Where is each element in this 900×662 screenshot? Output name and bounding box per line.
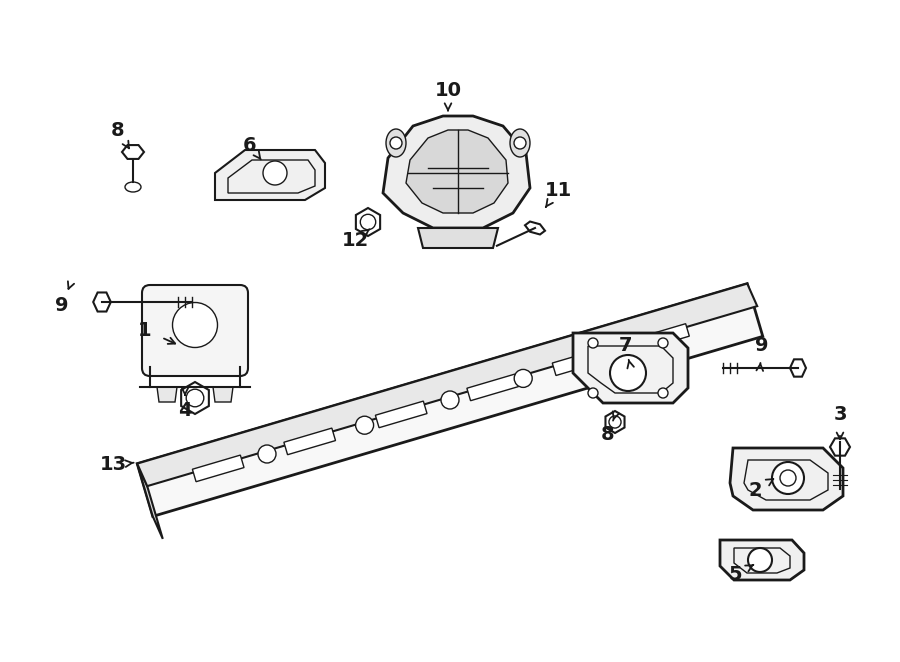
Polygon shape — [137, 283, 763, 516]
FancyBboxPatch shape — [142, 285, 248, 376]
Text: 9: 9 — [55, 295, 68, 314]
Polygon shape — [720, 540, 804, 580]
Text: 7: 7 — [618, 336, 632, 354]
Circle shape — [356, 416, 373, 434]
Circle shape — [258, 445, 276, 463]
Polygon shape — [181, 382, 209, 414]
Polygon shape — [830, 438, 850, 455]
Text: 11: 11 — [544, 181, 572, 199]
Circle shape — [658, 338, 668, 348]
Text: 1: 1 — [139, 320, 152, 340]
Polygon shape — [284, 428, 336, 455]
Text: 3: 3 — [833, 406, 847, 424]
Text: 10: 10 — [435, 81, 462, 99]
Text: 9: 9 — [755, 336, 769, 354]
Text: 8: 8 — [601, 426, 615, 444]
Circle shape — [588, 388, 598, 398]
Polygon shape — [553, 349, 604, 375]
Text: 8: 8 — [112, 120, 125, 140]
Polygon shape — [790, 359, 806, 377]
Circle shape — [588, 338, 598, 348]
Circle shape — [610, 355, 646, 391]
Text: 12: 12 — [341, 230, 369, 250]
Text: 2: 2 — [748, 481, 761, 500]
Polygon shape — [215, 150, 325, 200]
Polygon shape — [606, 411, 625, 433]
Circle shape — [441, 391, 459, 409]
Polygon shape — [137, 283, 757, 486]
Polygon shape — [213, 387, 233, 402]
Polygon shape — [467, 374, 518, 401]
Polygon shape — [122, 145, 144, 159]
Text: 13: 13 — [99, 455, 127, 475]
Circle shape — [772, 462, 804, 494]
Circle shape — [658, 388, 668, 398]
Polygon shape — [573, 333, 688, 403]
Text: 4: 4 — [178, 401, 192, 420]
Circle shape — [748, 548, 772, 572]
Ellipse shape — [125, 182, 141, 192]
Polygon shape — [730, 448, 843, 510]
Circle shape — [390, 137, 402, 149]
Circle shape — [612, 341, 630, 359]
Polygon shape — [193, 455, 244, 482]
Text: 5: 5 — [728, 565, 742, 585]
Ellipse shape — [386, 129, 406, 157]
Polygon shape — [638, 324, 689, 350]
Polygon shape — [157, 387, 177, 402]
Polygon shape — [137, 463, 163, 539]
Text: 6: 6 — [243, 136, 256, 154]
Ellipse shape — [510, 129, 530, 157]
Ellipse shape — [173, 303, 218, 348]
Polygon shape — [375, 401, 427, 428]
Circle shape — [514, 137, 526, 149]
Polygon shape — [525, 222, 545, 234]
Polygon shape — [406, 130, 508, 213]
Polygon shape — [356, 208, 380, 236]
Circle shape — [514, 369, 532, 387]
Polygon shape — [383, 116, 530, 228]
Polygon shape — [94, 293, 111, 312]
Polygon shape — [418, 228, 498, 248]
Circle shape — [263, 161, 287, 185]
